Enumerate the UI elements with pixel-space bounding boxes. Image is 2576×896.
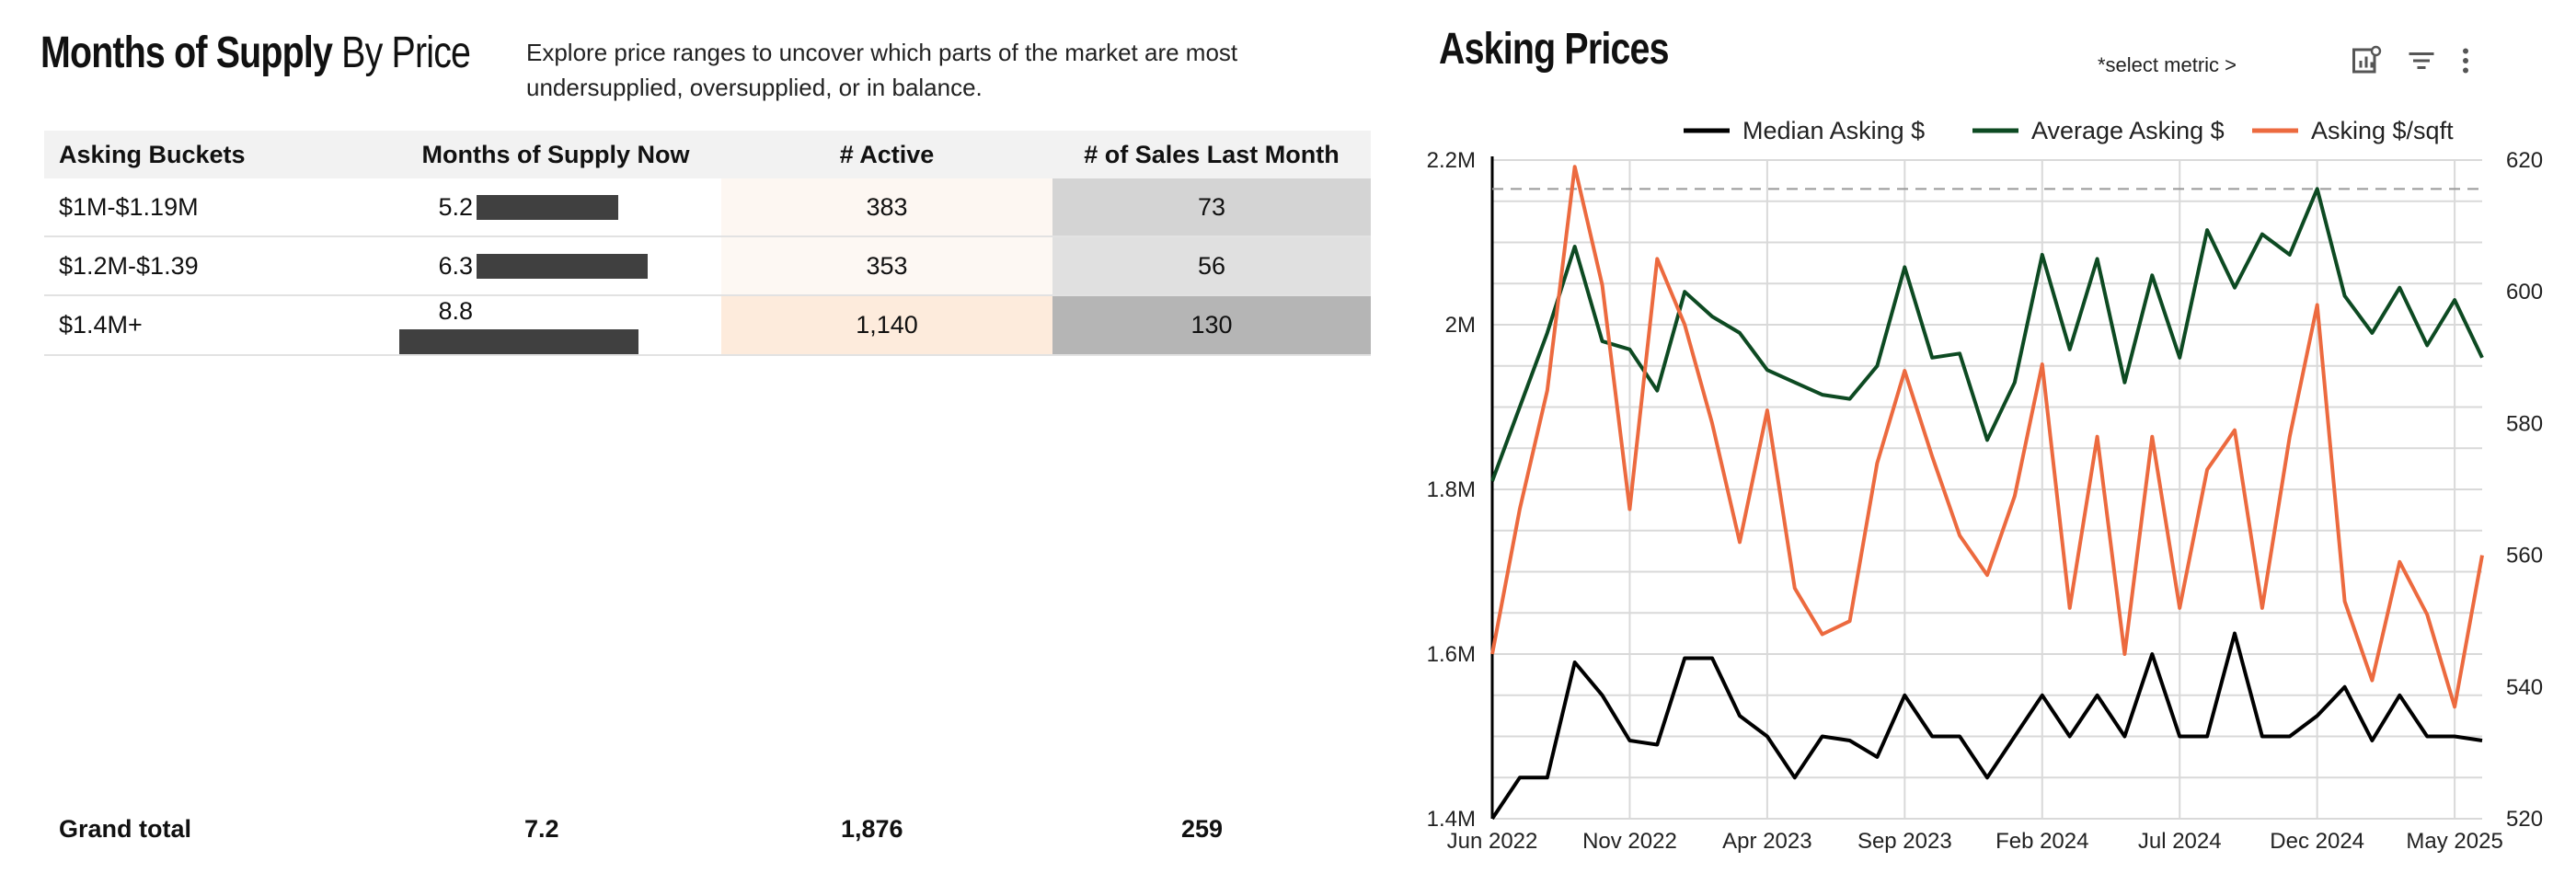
sales-cell: 73 — [1052, 178, 1371, 237]
series-line — [1490, 631, 2483, 821]
panel-title: Months of Supply By Price — [40, 29, 471, 77]
legend-label[interactable]: Average Asking $ — [2031, 117, 2225, 144]
active-cell: 1,140 — [721, 295, 1052, 357]
grand-total-sales: 259 — [1181, 815, 1224, 843]
x-tick-label: Dec 2024 — [2270, 829, 2364, 854]
bucket-cell: $1.2M-$1.39 — [44, 236, 390, 296]
mos-bar — [477, 254, 648, 280]
supply-table: Asking Buckets Months of Supply Now # Ac… — [44, 131, 1371, 357]
grand-total-mos: 7.2 — [524, 815, 559, 843]
mos-bar — [477, 195, 618, 221]
table-row[interactable]: $1M-$1.19M 5.2 383 73 — [44, 178, 1371, 237]
table-row[interactable]: $1.2M-$1.39 6.3 353 56 — [44, 236, 1371, 296]
y-right-tick-label: 540 — [2506, 675, 2543, 700]
active-cell: 383 — [721, 178, 1052, 237]
chart-title: Asking Prices — [1439, 25, 1669, 74]
x-tick-label: Apr 2023 — [1722, 829, 1811, 854]
x-tick-label: Nov 2022 — [1582, 829, 1677, 854]
panel-description: Explore price ranges to uncover which pa… — [526, 39, 1238, 101]
asking-prices-chart: 1.4M 1.6M 1.8M 2M 2.2M 520 540 560 580 600 620 Ju… — [1427, 117, 2543, 854]
asking-prices-panel: Asking Prices *select metric > 1.4M 1.6M 1… — [1417, 0, 2576, 896]
x-tick-label: Jul 2024 — [2138, 829, 2222, 854]
y-right-tick-label: 580 — [2506, 411, 2543, 436]
mos-value: 5.2 — [438, 193, 473, 222]
header-active[interactable]: # Active — [721, 131, 1052, 178]
table-header-row: Asking Buckets Months of Supply Now # Ac… — [44, 131, 1371, 178]
bucket-cell: $1.4M+ — [44, 295, 390, 357]
active-cell: 353 — [721, 236, 1052, 296]
legend-label[interactable]: Median Asking $ — [1742, 117, 1925, 144]
y-left-tick-label: 1.8M — [1427, 477, 1476, 502]
y-left-tick-label: 2M — [1445, 313, 1476, 338]
table-row[interactable]: $1.4M+ 8.8 1,140 130 — [44, 295, 1371, 357]
y-right-tick-label: 620 — [2506, 148, 2543, 173]
header-asking-buckets[interactable]: Asking Buckets — [44, 131, 390, 178]
x-tick-label: Jun 2022 — [1447, 829, 1538, 854]
y-left-tick-label: 1.6M — [1427, 642, 1476, 667]
more-vert-icon[interactable] — [2447, 42, 2484, 79]
y-right-tick-label: 600 — [2506, 280, 2543, 304]
mos-value: 8.8 — [438, 297, 473, 326]
grand-total-active: 1,876 — [841, 815, 903, 843]
y-left-tick-label: 1.4M — [1427, 807, 1476, 832]
sales-cell: 56 — [1052, 236, 1371, 296]
bucket-cell: $1M-$1.19M — [44, 178, 390, 237]
grand-total-label: Grand total — [59, 815, 192, 843]
y-right-tick-label: 560 — [2506, 544, 2543, 569]
months-of-supply-panel: Months of Supply By Price Explore price … — [40, 29, 1371, 843]
mos-value: 6.3 — [438, 252, 473, 281]
x-tick-label: Sep 2023 — [1857, 829, 1952, 854]
header-sales-last-month[interactable]: # of Sales Last Month — [1052, 131, 1371, 178]
months-of-supply-cell: 8.8 — [390, 295, 721, 357]
select-metric-link[interactable]: *select metric > — [2098, 53, 2237, 76]
sales-cell: 130 — [1052, 295, 1371, 357]
x-tick-label: Feb 2024 — [1995, 829, 2088, 854]
legend-label[interactable]: Asking $/sqft — [2311, 117, 2454, 144]
months-of-supply-cell: 6.3 — [390, 236, 721, 296]
series-line — [1490, 165, 2484, 709]
mos-bar — [399, 328, 638, 354]
y-left-tick-label: 2.2M — [1427, 148, 1476, 173]
filter-icon[interactable] — [2403, 42, 2440, 79]
chart-settings-icon[interactable] — [2348, 42, 2385, 79]
y-right-tick-label: 520 — [2506, 807, 2543, 832]
header-months-of-supply[interactable]: Months of Supply Now — [390, 131, 721, 178]
series-line — [1490, 187, 2484, 482]
months-of-supply-cell: 5.2 — [390, 178, 721, 237]
x-tick-label: May 2025 — [2406, 829, 2502, 854]
